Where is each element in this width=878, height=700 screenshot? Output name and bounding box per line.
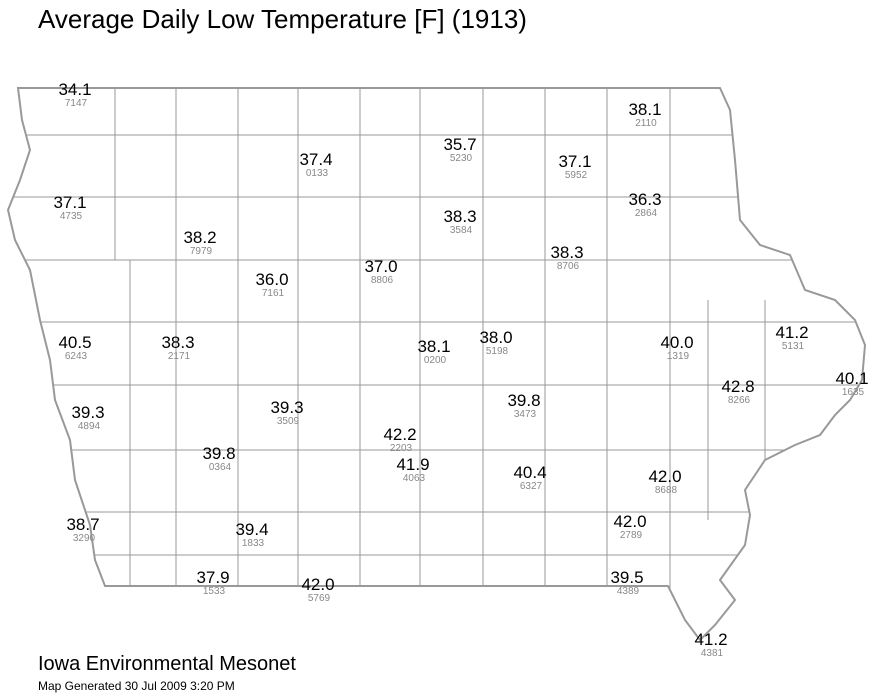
- station-id: 7979: [190, 246, 213, 257]
- station-id: 4735: [60, 211, 83, 222]
- station-id: 6327: [520, 481, 543, 492]
- station-id: 3473: [514, 409, 537, 420]
- map-title: Average Daily Low Temperature [F] (1913): [38, 4, 527, 34]
- station-id: 2789: [620, 530, 643, 541]
- station-temp: 36.3: [628, 190, 661, 209]
- station-id: 8706: [557, 261, 580, 272]
- station-id: 0133: [306, 168, 329, 179]
- station-temp: 38.1: [417, 337, 450, 356]
- station-id: 0200: [424, 355, 447, 366]
- station-id: 5952: [565, 170, 588, 181]
- station-temp: 37.1: [558, 152, 591, 171]
- station-temp: 39.4: [235, 520, 268, 539]
- station-id: 1533: [203, 586, 226, 597]
- station-temp: 42.0: [301, 575, 334, 594]
- station-id: 4063: [403, 473, 426, 484]
- station-id: 3584: [450, 225, 473, 236]
- station-temp: 37.0: [364, 257, 397, 276]
- station-temp: 39.3: [71, 403, 104, 422]
- station-temp: 39.8: [202, 444, 235, 463]
- station-temp: 38.3: [161, 333, 194, 352]
- station-id: 5131: [782, 341, 805, 352]
- station-temp: 38.7: [66, 515, 99, 534]
- station-temp: 40.0: [660, 333, 693, 352]
- footer-org: Iowa Environmental Mesonet: [38, 653, 296, 675]
- station-id: 2203: [390, 443, 413, 454]
- station-id: 2110: [635, 118, 657, 129]
- county-grid: [8, 88, 865, 600]
- footer-generated: Map Generated 30 Jul 2009 3:20 PM: [38, 679, 235, 693]
- station-temp: 37.9: [196, 568, 229, 587]
- station-temp: 37.4: [299, 150, 332, 169]
- station-temp: 39.8: [507, 391, 540, 410]
- station-id: 3290: [73, 533, 96, 544]
- station-temp: 40.1: [835, 369, 868, 388]
- station-temp: 42.0: [648, 467, 681, 486]
- station-temp: 38.2: [183, 228, 216, 247]
- station-temp: 36.0: [255, 270, 288, 289]
- station-id: 5198: [486, 346, 509, 357]
- station-id: 7147: [65, 98, 88, 109]
- station-id: 0364: [209, 462, 232, 473]
- station-temp: 42.2: [383, 425, 416, 444]
- station-temp: 40.4: [513, 463, 546, 482]
- station-id: 5230: [450, 153, 473, 164]
- station-temp: 38.0: [479, 328, 512, 347]
- station-id: 3509: [277, 416, 300, 427]
- station-temp: 42.8: [721, 377, 754, 396]
- station-temp: 34.1: [58, 80, 91, 99]
- station-id: 4894: [78, 421, 101, 432]
- station-temp: 38.3: [443, 207, 476, 226]
- station-temp: 41.9: [396, 455, 429, 474]
- station-temp: 42.0: [613, 512, 646, 531]
- station-id: 8806: [371, 275, 394, 286]
- station-id: 1833: [242, 538, 265, 549]
- station-id: 8266: [728, 395, 751, 406]
- station-temp: 41.2: [775, 323, 808, 342]
- station-id: 1319: [667, 351, 690, 362]
- station-id: 7161: [262, 288, 285, 299]
- station-temp: 35.7: [443, 135, 476, 154]
- station-id: 8688: [655, 485, 678, 496]
- station-id: 2171: [168, 351, 191, 362]
- station-id: 5769: [308, 593, 331, 604]
- station-temp: 40.5: [58, 333, 91, 352]
- station-temp: 39.3: [270, 398, 303, 417]
- station-id: 4389: [617, 586, 640, 597]
- station-temp: 38.3: [550, 243, 583, 262]
- station-temp: 38.1: [628, 100, 661, 119]
- station-temp: 41.2: [694, 630, 727, 649]
- station-id: 6243: [65, 351, 88, 362]
- station-temp: 39.5: [610, 568, 643, 587]
- station-id: 2864: [635, 208, 658, 219]
- station-id: 4381: [701, 648, 724, 659]
- station-temp: 37.1: [53, 193, 86, 212]
- station-id: 1635: [842, 387, 865, 398]
